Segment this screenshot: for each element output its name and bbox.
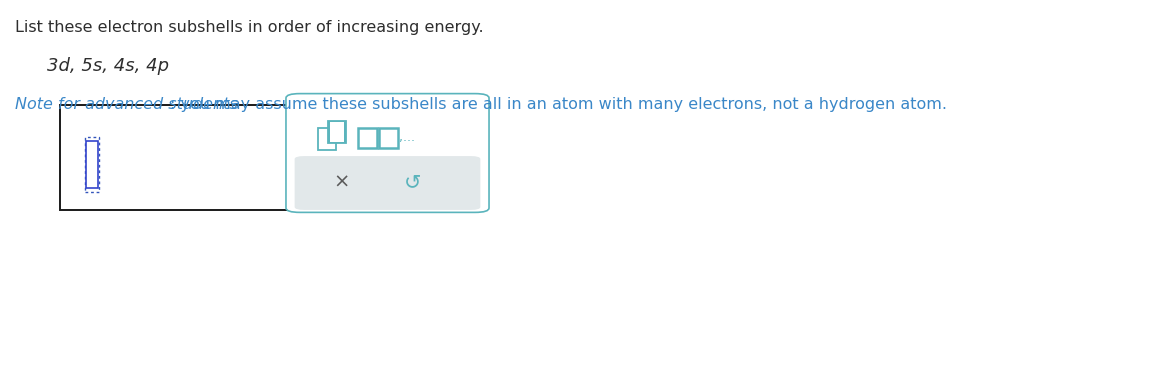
Text: : you may assume these subshells are all in an atom with many electrons, not a h: : you may assume these subshells are all… [170,97,947,112]
Text: List these electron subshells in order of increasing energy.: List these electron subshells in order o… [15,20,484,35]
Text: ,...: ,... [399,131,415,143]
Text: 3d, 5s, 4s, 4p: 3d, 5s, 4s, 4p [47,57,168,74]
Text: Note for advanced students: Note for advanced students [15,97,238,112]
Text: ×: × [334,173,351,192]
Text: ↺: ↺ [404,172,422,192]
